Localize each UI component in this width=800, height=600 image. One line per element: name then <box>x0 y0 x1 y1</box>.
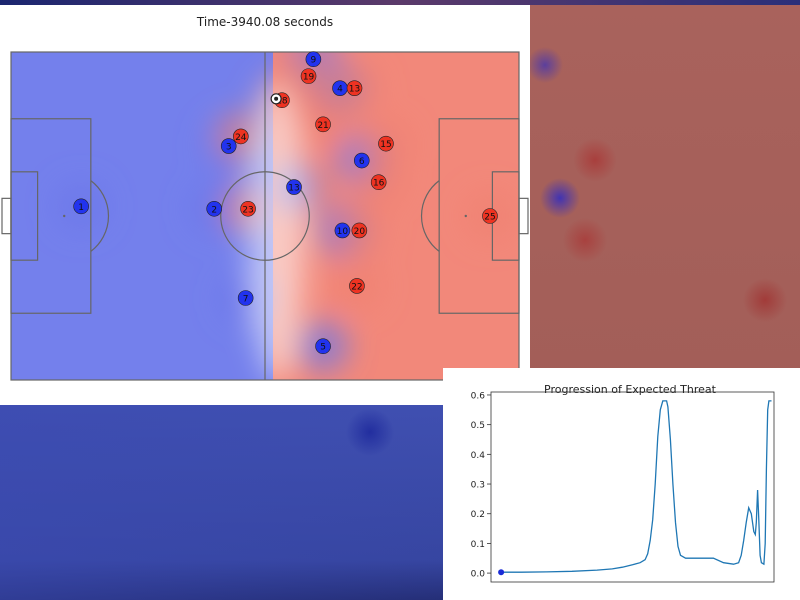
away-player-19: 19 <box>300 68 317 84</box>
home-player-marker <box>286 179 302 195</box>
home-player-number: 6 <box>359 157 365 167</box>
penalty-spot-right <box>464 214 467 218</box>
away-player-16: 16 <box>370 174 387 191</box>
home-player-10: 10 <box>334 222 351 239</box>
goal-left <box>1 197 12 235</box>
home-player-marker <box>73 198 89 215</box>
home-player-number: 3 <box>226 143 232 153</box>
away-player-number: 21 <box>317 121 328 131</box>
heat-neutral-band <box>249 82 305 380</box>
home-player-marker <box>206 200 222 217</box>
home-player-number: 9 <box>311 56 317 66</box>
away-player-25: 25 <box>482 208 498 224</box>
home-player-number: 5 <box>320 343 326 353</box>
plot-frame <box>490 391 775 583</box>
home-player-number: 2 <box>211 205 217 215</box>
y-tick-label: 0.4 <box>471 451 486 461</box>
pitch-markings <box>1 51 529 381</box>
home-player-5: 5 <box>315 338 331 355</box>
away-player-number: 22 <box>351 282 362 292</box>
penalty-spot-left <box>63 214 66 218</box>
away-player-number: 15 <box>380 140 391 150</box>
away-player-13: 13 <box>346 80 363 96</box>
home-player-3: 3 <box>220 138 237 154</box>
home-player-1: 1 <box>73 198 89 215</box>
away-player-marker <box>240 200 256 217</box>
away-player-marker <box>351 222 368 239</box>
ball-centre <box>274 96 279 101</box>
away-player-marker <box>349 278 365 294</box>
home-player-marker <box>220 138 237 154</box>
home-player-4: 4 <box>332 80 348 96</box>
away-player-marker <box>315 116 331 133</box>
home-player-number: 13 <box>288 184 299 194</box>
away-player-22: 22 <box>349 278 365 294</box>
y-axis-ticks: 0.0 0.1 0.2 0.3 0.4 0.5 0.6 <box>471 391 491 580</box>
home-player-9: 9 <box>305 51 322 68</box>
away-player-marker <box>346 80 363 96</box>
players: 9 4 3 6 13 1 2 10 7 5 19 13 18 21 24 15 16 23 20 25 22 <box>73 51 498 355</box>
home-player-number: 10 <box>337 227 349 237</box>
y-tick-label: 0.0 <box>471 570 486 580</box>
home-player-number: 7 <box>243 295 249 305</box>
penalty-arc-right <box>420 180 440 252</box>
away-player-number: 20 <box>354 227 366 237</box>
away-player-marker <box>233 128 249 145</box>
away-player-24: 24 <box>233 128 249 145</box>
threat-series-line-0 <box>501 400 772 573</box>
home-player-marker <box>353 152 370 169</box>
pitch-chart: 9 4 3 6 13 1 2 10 7 5 19 13 18 21 24 15 16 23 20 25 22 <box>1 51 529 381</box>
away-player-number: 19 <box>303 73 315 83</box>
home-player-marker <box>315 338 331 355</box>
home-player-number: 1 <box>78 203 84 213</box>
home-player-13: 13 <box>286 179 302 195</box>
centre-circle <box>220 171 310 261</box>
threat-chart-title: Progression of Expected Threat <box>544 383 717 396</box>
away-player-marker <box>482 208 498 224</box>
goal-right <box>518 197 529 235</box>
away-player-15: 15 <box>378 135 394 152</box>
away-player-number: 25 <box>484 213 495 223</box>
home-player-2: 2 <box>206 200 222 217</box>
pitch-title: Time-3940.08 seconds <box>196 15 334 29</box>
away-player-marker <box>378 135 394 152</box>
away-player-marker <box>300 68 317 84</box>
away-player-marker <box>370 174 387 191</box>
away-player-number: 16 <box>373 179 385 189</box>
penalty-arc-left <box>90 180 110 252</box>
threat-figure: Progression of Expected Threat 0.0 0.1 0.2… <box>443 368 800 600</box>
threat-line-chart: Progression of Expected Threat 0.0 0.1 0.2… <box>471 383 775 583</box>
threat-series <box>498 400 772 576</box>
home-player-7: 7 <box>237 290 254 306</box>
away-player-number: 24 <box>235 133 247 143</box>
away-player-20: 20 <box>351 222 368 239</box>
background-wash <box>0 405 443 600</box>
current-threat-point <box>498 569 505 576</box>
home-player-marker <box>305 51 322 68</box>
home-player-number: 4 <box>337 85 343 95</box>
home-player-6: 6 <box>353 152 370 169</box>
pitch-figure: Time-3940.08 seconds 9 4 3 6 13 1 2 10 7 5 19 13 18 2… <box>0 5 530 405</box>
y-tick-label: 0.3 <box>471 481 485 491</box>
background-edge <box>0 0 800 5</box>
away-player-21: 21 <box>315 116 331 133</box>
y-tick-label: 0.5 <box>471 421 485 431</box>
home-player-marker <box>334 222 351 239</box>
away-player-number: 13 <box>349 85 360 95</box>
y-tick-label: 0.6 <box>471 391 486 401</box>
away-player-23: 23 <box>240 200 256 217</box>
home-player-marker <box>237 290 254 306</box>
away-player-number: 18 <box>276 97 288 107</box>
away-player-number: 23 <box>242 205 253 215</box>
y-tick-label: 0.1 <box>471 540 485 550</box>
y-tick-label: 0.2 <box>471 510 485 520</box>
ball <box>270 93 282 105</box>
